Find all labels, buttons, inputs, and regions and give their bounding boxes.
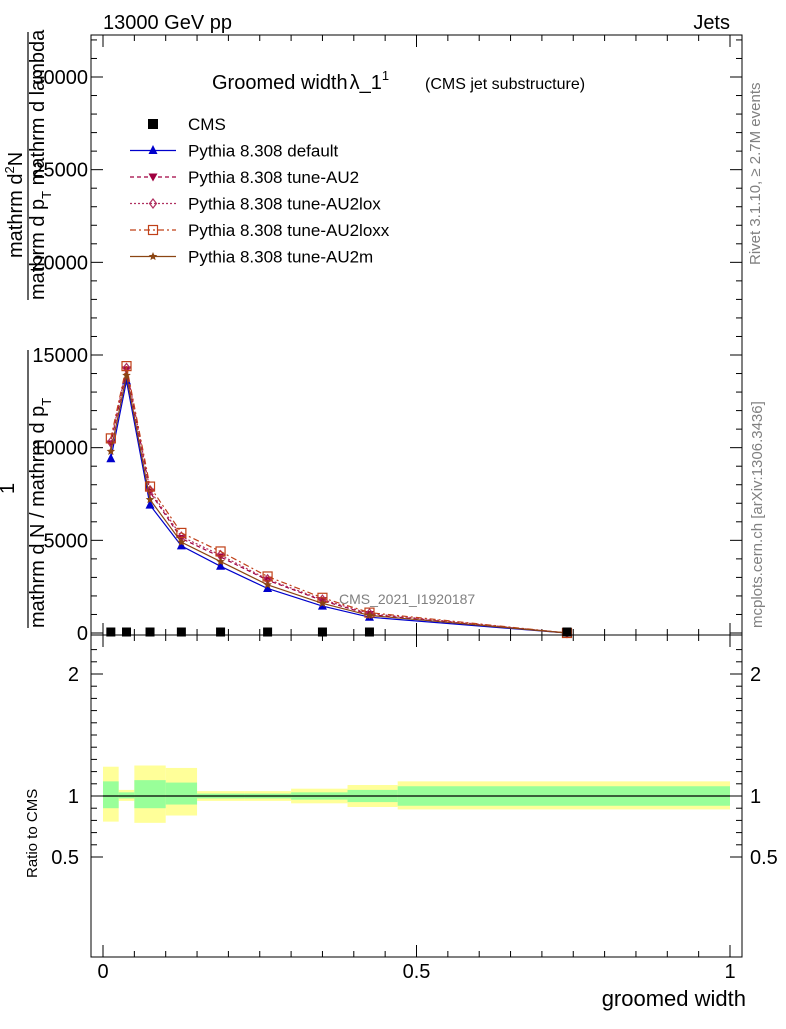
point-AU2m: [106, 446, 116, 455]
point-AU2m: [145, 495, 155, 504]
legend-entry-AU2lox: Pythia 8.308 tune-AU2lox: [130, 195, 381, 214]
point-CMS: [122, 627, 132, 637]
ratio-ytick-label: 2: [68, 664, 79, 686]
x-axis-label: groomed width: [602, 986, 746, 1011]
xtick-label: 0: [97, 961, 108, 983]
point-AU2loxx: [215, 546, 226, 557]
ratio-ytick-label: 1: [68, 786, 79, 808]
xtick-label: 1: [724, 961, 735, 983]
ratio-axis-ticks: 0.5 0.5 1 1 2 2 0 0.5 1: [51, 635, 778, 983]
main-ytick-label: 0: [77, 623, 88, 645]
point-CMS: [317, 627, 327, 637]
legend-entry-default: Pythia 8.308 default: [130, 142, 339, 161]
series-AU2m: [106, 370, 572, 637]
legend-marker: [148, 145, 158, 154]
main-ytick-label: 25000: [32, 160, 88, 182]
legend-marker: [147, 224, 159, 236]
point-CMS: [176, 627, 186, 637]
series-CMS: [106, 627, 572, 637]
point-AU2m: [318, 598, 327, 607]
point-CMS: [263, 627, 273, 637]
point-CMS: [364, 627, 374, 637]
main-ytick-label: 5000: [44, 530, 89, 552]
point-CMS: [145, 627, 155, 637]
legend-entry-AU2loxx: Pythia 8.308 tune-AU2loxx: [130, 221, 390, 240]
ratio-ylabel: Ratio to CMS: [24, 789, 41, 878]
analysis-watermark: CMS_2021_I1920187: [339, 591, 475, 607]
legend-marker: [148, 198, 158, 209]
point-AU2m: [263, 580, 272, 589]
legend-label: Pythia 8.308 tune-AU2lox: [188, 195, 381, 214]
legend-entry-AU2m: Pythia 8.308 tune-AU2m: [130, 248, 373, 267]
point-default: [216, 560, 226, 570]
main-series: [105, 361, 573, 639]
point-CMS: [216, 627, 226, 637]
main-ytick-label: 10000: [32, 438, 88, 460]
legend-marker: [148, 252, 158, 261]
point-default: [176, 540, 186, 550]
legend-entry-CMS: CMS: [148, 115, 226, 134]
point-AU2m: [177, 537, 186, 546]
point-AU2loxx: [121, 361, 132, 372]
point-default: [145, 499, 155, 509]
main-ytick-label: 30000: [32, 67, 88, 89]
legend: CMS Pythia 8.308 default Pythia 8.308 tune…: [130, 115, 390, 267]
legend-marker: [148, 119, 158, 129]
ratio-ytick-label-right: 0.5: [750, 847, 778, 869]
ylabel-one: 1: [0, 483, 19, 494]
ratio-ytick-label: 0.5: [51, 847, 79, 869]
legend-marker: [148, 173, 158, 182]
main-ylabel: mathrm d2N mathrm d pT mathrm d lambda 1…: [0, 29, 54, 628]
point-default: [106, 453, 116, 463]
ratio-band-inner: [165, 782, 198, 805]
point-AU2loxx: [144, 481, 156, 492]
ratio-ytick-label-right: 2: [750, 664, 761, 686]
mcplots-label: mcplots.cern.ch [arXiv:1306.3436]: [749, 401, 766, 628]
point-AU2lox: [365, 608, 374, 620]
ylabel-mid: mathrm d pT mathrm d lambda: [27, 29, 54, 300]
ratio-band-inner: [103, 781, 119, 809]
point-CMS: [562, 627, 572, 637]
point-CMS: [106, 627, 116, 637]
plot-title: Groomed width λ_11: [212, 68, 389, 94]
energy-label: 13000 GeV pp: [103, 12, 232, 34]
point-AU2m: [122, 370, 131, 379]
rivet-label: Rivet 3.1.10, ≥ 2.7M events: [747, 83, 764, 266]
series-line-AU2: [110, 369, 568, 634]
point-AU2loxx: [176, 527, 187, 539]
legend-entry-AU2: Pythia 8.308 tune-AU2: [130, 168, 359, 187]
series-line-AU2loxx: [110, 365, 568, 634]
legend-label: Pythia 8.308 tune-AU2m: [188, 248, 373, 267]
main-ytick-label: 20000: [32, 252, 88, 274]
main-axis-ticks: 0 5000 10000 15000 20000 25000 30000: [32, 35, 742, 645]
point-AU2m: [216, 557, 225, 566]
ylabel-bottom: mathrm d N / mathrm d pT: [27, 398, 54, 628]
point-AU2m: [365, 610, 374, 619]
main-ytick-label: 15000: [32, 345, 88, 367]
plot-title-paren: (CMS jet substructure): [425, 76, 585, 93]
ratio-bands: [103, 765, 730, 823]
ylabel-top: mathrm d2N: [2, 152, 27, 258]
ratio-band-inner: [134, 780, 166, 809]
legend-label: Pythia 8.308 tune-AU2: [188, 168, 359, 187]
ratio-band-inner: [118, 792, 135, 799]
xtick-label: 0.5: [403, 961, 431, 983]
process-label: Jets: [693, 12, 730, 34]
legend-label: Pythia 8.308 tune-AU2loxx: [188, 221, 390, 240]
point-AU2loxx: [105, 433, 116, 444]
legend-label: Pythia 8.308 default: [188, 142, 339, 161]
point-default: [263, 583, 273, 593]
legend-label: CMS: [188, 115, 226, 134]
ratio-ytick-label-right: 1: [750, 786, 761, 808]
